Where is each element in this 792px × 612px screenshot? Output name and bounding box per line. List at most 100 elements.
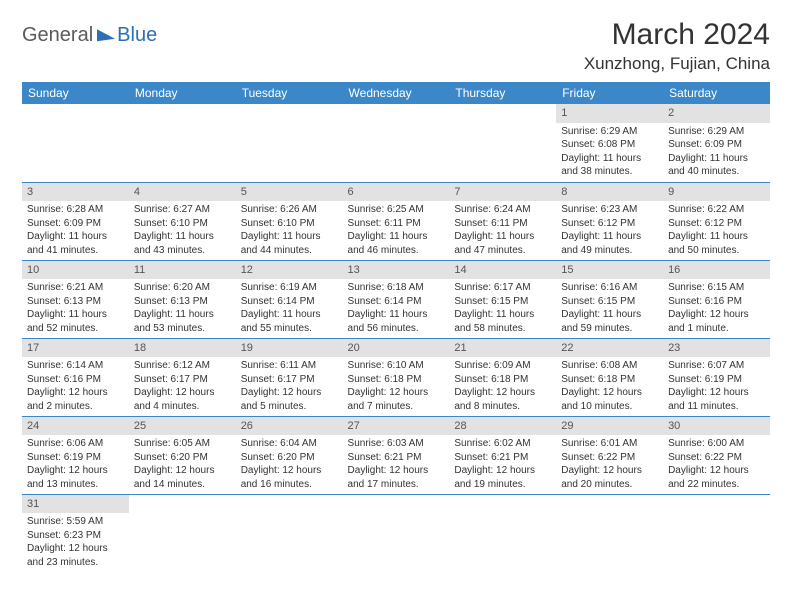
weekday-header: Tuesday (236, 82, 343, 104)
daylight-text: Daylight: 11 hours and 58 minutes. (454, 308, 551, 335)
sunset-text: Sunset: 6:09 PM (668, 138, 765, 152)
sunrise-text: Sunrise: 6:25 AM (348, 203, 445, 217)
day-number: 14 (449, 261, 556, 280)
sunrise-text: Sunrise: 6:17 AM (454, 281, 551, 295)
sunset-text: Sunset: 6:21 PM (454, 451, 551, 465)
calendar-day-cell: 2Sunrise: 6:29 AMSunset: 6:09 PMDaylight… (663, 104, 770, 182)
sunset-text: Sunset: 6:17 PM (134, 373, 231, 387)
day-details: Sunrise: 6:24 AMSunset: 6:11 PMDaylight:… (449, 201, 556, 259)
calendar-day-cell: 19Sunrise: 6:11 AMSunset: 6:17 PMDayligh… (236, 338, 343, 416)
sunset-text: Sunset: 6:15 PM (454, 295, 551, 309)
sunrise-text: Sunrise: 6:26 AM (241, 203, 338, 217)
day-details: Sunrise: 6:09 AMSunset: 6:18 PMDaylight:… (449, 357, 556, 415)
daylight-text: Daylight: 12 hours and 17 minutes. (348, 464, 445, 491)
sunrise-text: Sunrise: 6:18 AM (348, 281, 445, 295)
day-details: Sunrise: 6:07 AMSunset: 6:19 PMDaylight:… (663, 357, 770, 415)
calendar-empty-cell (22, 104, 129, 182)
daylight-text: Daylight: 12 hours and 22 minutes. (668, 464, 765, 491)
day-details: Sunrise: 6:25 AMSunset: 6:11 PMDaylight:… (343, 201, 450, 259)
day-number: 25 (129, 417, 236, 436)
day-details: Sunrise: 6:20 AMSunset: 6:13 PMDaylight:… (129, 279, 236, 337)
sunset-text: Sunset: 6:11 PM (348, 217, 445, 231)
daylight-text: Daylight: 11 hours and 53 minutes. (134, 308, 231, 335)
daylight-text: Daylight: 12 hours and 11 minutes. (668, 386, 765, 413)
sunrise-text: Sunrise: 6:28 AM (27, 203, 124, 217)
calendar-week-row: 17Sunrise: 6:14 AMSunset: 6:16 PMDayligh… (22, 338, 770, 416)
daylight-text: Daylight: 11 hours and 38 minutes. (561, 152, 658, 179)
sunset-text: Sunset: 6:22 PM (561, 451, 658, 465)
calendar-day-cell: 6Sunrise: 6:25 AMSunset: 6:11 PMDaylight… (343, 182, 450, 260)
sunrise-text: Sunrise: 6:00 AM (668, 437, 765, 451)
sunset-text: Sunset: 6:09 PM (27, 217, 124, 231)
day-number: 15 (556, 261, 663, 280)
day-details: Sunrise: 6:00 AMSunset: 6:22 PMDaylight:… (663, 435, 770, 493)
calendar-day-cell: 9Sunrise: 6:22 AMSunset: 6:12 PMDaylight… (663, 182, 770, 260)
calendar-week-row: 31Sunrise: 5:59 AMSunset: 6:23 PMDayligh… (22, 494, 770, 572)
calendar-empty-cell (556, 494, 663, 572)
calendar-day-cell: 4Sunrise: 6:27 AMSunset: 6:10 PMDaylight… (129, 182, 236, 260)
sunrise-text: Sunrise: 6:03 AM (348, 437, 445, 451)
sunrise-text: Sunrise: 6:02 AM (454, 437, 551, 451)
location: Xunzhong, Fujian, China (584, 54, 770, 74)
sunset-text: Sunset: 6:18 PM (348, 373, 445, 387)
sunrise-text: Sunrise: 6:08 AM (561, 359, 658, 373)
calendar-day-cell: 3Sunrise: 6:28 AMSunset: 6:09 PMDaylight… (22, 182, 129, 260)
calendar-empty-cell (129, 494, 236, 572)
sunrise-text: Sunrise: 6:01 AM (561, 437, 658, 451)
day-number: 10 (22, 261, 129, 280)
day-details: Sunrise: 5:59 AMSunset: 6:23 PMDaylight:… (22, 513, 129, 571)
day-number: 7 (449, 183, 556, 202)
calendar-empty-cell (343, 494, 450, 572)
calendar-day-cell: 20Sunrise: 6:10 AMSunset: 6:18 PMDayligh… (343, 338, 450, 416)
day-details: Sunrise: 6:02 AMSunset: 6:21 PMDaylight:… (449, 435, 556, 493)
day-details: Sunrise: 6:06 AMSunset: 6:19 PMDaylight:… (22, 435, 129, 493)
month-title: March 2024 (584, 18, 770, 52)
calendar-day-cell: 27Sunrise: 6:03 AMSunset: 6:21 PMDayligh… (343, 416, 450, 494)
daylight-text: Daylight: 11 hours and 47 minutes. (454, 230, 551, 257)
sunrise-text: Sunrise: 6:11 AM (241, 359, 338, 373)
calendar-week-row: 24Sunrise: 6:06 AMSunset: 6:19 PMDayligh… (22, 416, 770, 494)
calendar-empty-cell (449, 494, 556, 572)
calendar-day-cell: 25Sunrise: 6:05 AMSunset: 6:20 PMDayligh… (129, 416, 236, 494)
day-number: 3 (22, 183, 129, 202)
day-details: Sunrise: 6:29 AMSunset: 6:09 PMDaylight:… (663, 123, 770, 181)
day-details: Sunrise: 6:18 AMSunset: 6:14 PMDaylight:… (343, 279, 450, 337)
daylight-text: Daylight: 11 hours and 55 minutes. (241, 308, 338, 335)
calendar-empty-cell (236, 494, 343, 572)
day-number: 2 (663, 104, 770, 123)
sunset-text: Sunset: 6:16 PM (27, 373, 124, 387)
day-number: 28 (449, 417, 556, 436)
sunset-text: Sunset: 6:10 PM (241, 217, 338, 231)
weekday-header: Sunday (22, 82, 129, 104)
calendar-day-cell: 5Sunrise: 6:26 AMSunset: 6:10 PMDaylight… (236, 182, 343, 260)
sunrise-text: Sunrise: 6:12 AM (134, 359, 231, 373)
day-details: Sunrise: 6:29 AMSunset: 6:08 PMDaylight:… (556, 123, 663, 181)
calendar-day-cell: 13Sunrise: 6:18 AMSunset: 6:14 PMDayligh… (343, 260, 450, 338)
calendar-header-row: SundayMondayTuesdayWednesdayThursdayFrid… (22, 82, 770, 104)
calendar-empty-cell (129, 104, 236, 182)
day-details: Sunrise: 6:01 AMSunset: 6:22 PMDaylight:… (556, 435, 663, 493)
day-number: 23 (663, 339, 770, 358)
sunset-text: Sunset: 6:18 PM (454, 373, 551, 387)
calendar-day-cell: 16Sunrise: 6:15 AMSunset: 6:16 PMDayligh… (663, 260, 770, 338)
day-number: 16 (663, 261, 770, 280)
daylight-text: Daylight: 12 hours and 20 minutes. (561, 464, 658, 491)
day-details: Sunrise: 6:12 AMSunset: 6:17 PMDaylight:… (129, 357, 236, 415)
day-details: Sunrise: 6:28 AMSunset: 6:09 PMDaylight:… (22, 201, 129, 259)
daylight-text: Daylight: 11 hours and 59 minutes. (561, 308, 658, 335)
daylight-text: Daylight: 12 hours and 7 minutes. (348, 386, 445, 413)
calendar-day-cell: 18Sunrise: 6:12 AMSunset: 6:17 PMDayligh… (129, 338, 236, 416)
day-details: Sunrise: 6:17 AMSunset: 6:15 PMDaylight:… (449, 279, 556, 337)
day-details: Sunrise: 6:16 AMSunset: 6:15 PMDaylight:… (556, 279, 663, 337)
day-details: Sunrise: 6:15 AMSunset: 6:16 PMDaylight:… (663, 279, 770, 337)
calendar-week-row: 10Sunrise: 6:21 AMSunset: 6:13 PMDayligh… (22, 260, 770, 338)
calendar-day-cell: 21Sunrise: 6:09 AMSunset: 6:18 PMDayligh… (449, 338, 556, 416)
sunrise-text: Sunrise: 6:29 AM (668, 125, 765, 139)
day-details: Sunrise: 6:23 AMSunset: 6:12 PMDaylight:… (556, 201, 663, 259)
day-number: 19 (236, 339, 343, 358)
sunrise-text: Sunrise: 6:06 AM (27, 437, 124, 451)
sunrise-text: Sunrise: 6:10 AM (348, 359, 445, 373)
sunrise-text: Sunrise: 5:59 AM (27, 515, 124, 529)
sunset-text: Sunset: 6:11 PM (454, 217, 551, 231)
daylight-text: Daylight: 12 hours and 13 minutes. (27, 464, 124, 491)
